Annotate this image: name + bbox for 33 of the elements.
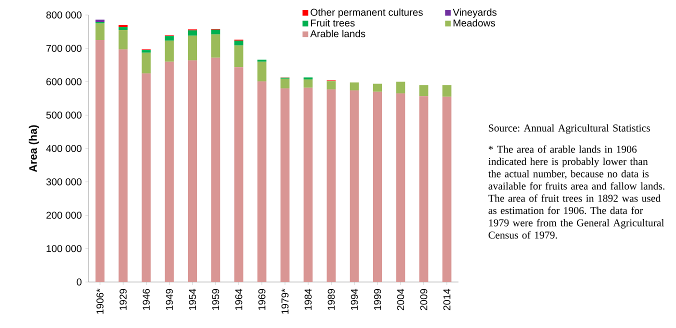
legend-label: Other permanent cultures bbox=[310, 8, 423, 18]
y-tick-label: 700 000 bbox=[46, 44, 82, 52]
x-tick-label: 2004 bbox=[397, 288, 404, 310]
source-note: Source: Annual Agricultural Statistics bbox=[488, 124, 650, 134]
x-tick-label: 1906* bbox=[96, 288, 104, 314]
y-tick-label: 100 000 bbox=[46, 245, 82, 252]
y-tick-label: 800 000 bbox=[46, 11, 82, 19]
x-tick-label: 1969 bbox=[258, 288, 266, 310]
x-tick-label: 1964 bbox=[235, 288, 242, 310]
y-tick-label: 0 bbox=[76, 278, 82, 286]
x-tick-label: 1979* bbox=[281, 288, 289, 314]
x-tick-label: 1946 bbox=[142, 288, 150, 310]
y-tick-label: 500 000 bbox=[46, 112, 82, 119]
x-tick-label: 1949 bbox=[166, 288, 173, 310]
legend-label: Vineyards bbox=[452, 8, 497, 18]
x-tick-label: 2014 bbox=[443, 288, 450, 310]
legend-label: Fruit trees bbox=[311, 19, 355, 27]
y-axis-title: Area (ha) bbox=[28, 125, 40, 172]
x-tick-label: 1994 bbox=[350, 288, 358, 310]
legend-label: Arable lands bbox=[310, 30, 366, 38]
x-tick-label: 1984 bbox=[304, 288, 312, 310]
x-tick-label: 1929 bbox=[120, 288, 127, 310]
x-tick-label: 1959 bbox=[212, 288, 220, 310]
x-tick-label: 1999 bbox=[374, 288, 382, 310]
y-tick-label: 600 000 bbox=[46, 78, 82, 86]
y-tick-label: 200 000 bbox=[46, 212, 82, 219]
x-tick-label: 2009 bbox=[420, 288, 428, 310]
legend-label: Meadows bbox=[454, 19, 496, 27]
y-tick-label: 300 000 bbox=[46, 178, 82, 186]
x-tick-label: 1954 bbox=[188, 288, 196, 310]
x-tick-label: 1989 bbox=[328, 288, 335, 310]
y-tick-label: 400 000 bbox=[46, 144, 82, 152]
text: * The area of arable lands in 1906 indicated here is probably lower than the actual number, because no data is available for fruits area and fallow lands. The area of fruit trees in 1892 was used as estimation for 1906. The data for 1979 were from the General Agricultural Census of 1979. bbox=[488, 145, 664, 239]
